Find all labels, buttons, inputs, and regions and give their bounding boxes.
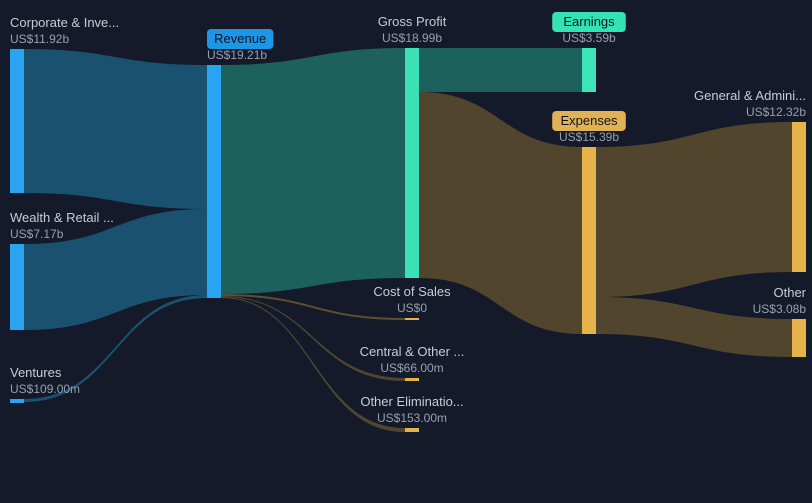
flow-revenue-gross	[221, 48, 405, 294]
node-other[interactable]	[792, 319, 806, 357]
node-wealth[interactable]	[10, 244, 24, 330]
node-title-other: Other	[773, 285, 806, 300]
node-value-central: US$66.00m	[380, 361, 443, 375]
node-value-gross: US$18.99b	[382, 31, 442, 45]
flow-corp-revenue	[24, 49, 207, 209]
node-value-ga: US$12.32b	[746, 105, 806, 119]
node-revenue[interactable]	[207, 65, 221, 298]
node-title-otherelim: Other Eliminatio...	[360, 394, 463, 409]
node-title-cost: Cost of Sales	[373, 284, 451, 299]
node-value-wealth: US$7.17b	[10, 227, 64, 241]
node-value-revenue: US$19.21b	[207, 48, 267, 62]
node-value-ventures: US$109.00m	[10, 382, 80, 396]
node-value-cost: US$0	[397, 301, 427, 315]
node-title-earnings: Earnings	[563, 14, 615, 29]
node-central[interactable]	[405, 378, 419, 381]
node-value-earnings: US$3.59b	[562, 31, 616, 45]
node-title-gross: Gross Profit	[378, 14, 447, 29]
flow-gross-earnings	[419, 48, 582, 92]
node-earnings[interactable]	[582, 48, 596, 92]
node-value-other: US$3.08b	[753, 302, 807, 316]
node-otherelim[interactable]	[405, 428, 419, 432]
node-title-ventures: Ventures	[10, 365, 62, 380]
node-corp[interactable]	[10, 49, 24, 193]
node-expenses[interactable]	[582, 147, 596, 334]
node-title-ga: General & Admini...	[694, 88, 806, 103]
node-ga[interactable]	[792, 122, 806, 272]
node-cost[interactable]	[405, 318, 419, 320]
node-title-wealth: Wealth & Retail ...	[10, 210, 114, 225]
node-title-corp: Corporate & Inve...	[10, 15, 119, 30]
node-value-expenses: US$15.39b	[559, 130, 619, 144]
node-value-corp: US$11.92b	[10, 32, 69, 46]
flow-expenses-ga	[596, 122, 792, 297]
node-ventures[interactable]	[10, 399, 24, 403]
node-value-otherelim: US$153.00m	[377, 411, 447, 425]
node-gross[interactable]	[405, 48, 419, 278]
node-title-revenue: Revenue	[214, 31, 266, 46]
node-title-expenses: Expenses	[560, 113, 618, 128]
node-title-central: Central & Other ...	[360, 344, 465, 359]
sankey-chart: Corporate & Inve... US$11.92b Wealth & Ret…	[0, 0, 812, 503]
